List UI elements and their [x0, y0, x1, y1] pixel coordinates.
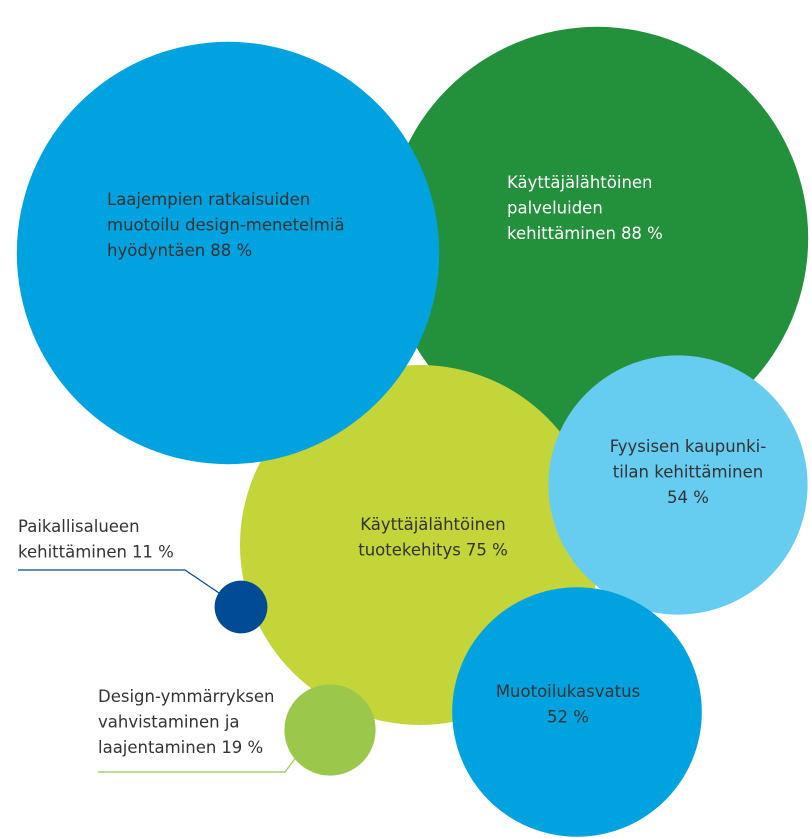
bubble-label: Käyttäjälähtöinen: [360, 515, 506, 534]
label-line: kehittäminen: [507, 224, 616, 243]
label-line: muotoilu design-menetelmiä: [107, 216, 345, 235]
bubble-label: tilan kehittäminen: [613, 463, 763, 482]
bubble-label: muotoilu design-menetelmiä: [107, 216, 345, 235]
label-line: laajentaminen: [98, 738, 216, 757]
bubble-label: laajentaminen 19 %: [98, 738, 263, 757]
value-label: 54 %: [667, 488, 709, 507]
label-line: vahvistaminen ja: [98, 713, 240, 732]
label-line: tilan kehittäminen: [613, 463, 763, 482]
bubble-label: vahvistaminen ja: [98, 713, 240, 732]
bubble: [214, 580, 268, 634]
bubble-label: Muotoilukasvatus: [496, 682, 640, 701]
label-line: Muotoilukasvatus: [496, 682, 640, 701]
leader-line: [18, 569, 223, 596]
bubble-label: 54 %: [667, 488, 709, 507]
bubble-label: Paikallisalueen: [18, 517, 140, 536]
value-label: 88 %: [621, 224, 663, 243]
bubble-label: kehittäminen 88 %: [507, 224, 663, 243]
bubble: [548, 355, 808, 615]
bubble: [284, 684, 376, 776]
value-label: 75 %: [466, 541, 508, 560]
bubble-label: Fyysisen kaupunki-: [610, 437, 766, 456]
bubble: [16, 41, 440, 465]
bubble-label: Käyttäjälähtöinen: [507, 173, 653, 192]
label-line: Paikallisalueen: [18, 517, 140, 536]
label-line: tuotekehitys: [358, 541, 461, 560]
value-label: 52 %: [547, 708, 589, 727]
label-line: hyödyntäen: [107, 241, 205, 260]
label-line: palveluiden: [507, 199, 603, 218]
bubble-label: Laajempien ratkaisuiden: [107, 190, 310, 209]
label-line: Käyttäjälähtöinen: [360, 515, 506, 534]
label-line: Design-ymmärryksen: [98, 687, 274, 706]
bubble-label: Design-ymmärryksen: [98, 687, 274, 706]
bubble: [452, 587, 702, 837]
label-line: kehittäminen: [18, 543, 127, 562]
bubble-label: hyödyntäen 88 %: [107, 241, 252, 260]
label-line: Käyttäjälähtöinen: [507, 173, 653, 192]
value-label: 88 %: [210, 241, 252, 260]
value-label: 11 %: [132, 543, 174, 562]
value-label: 19 %: [221, 738, 263, 757]
bubble-label: kehittäminen 11 %: [18, 543, 174, 562]
label-line: Laajempien ratkaisuiden: [107, 190, 310, 209]
bubble-label: tuotekehitys 75 %: [358, 541, 508, 560]
bubble-label: 52 %: [547, 708, 589, 727]
bubble: [385, 26, 809, 450]
label-line: Fyysisen kaupunki-: [610, 437, 766, 456]
bubble-label: palveluiden: [507, 199, 603, 218]
